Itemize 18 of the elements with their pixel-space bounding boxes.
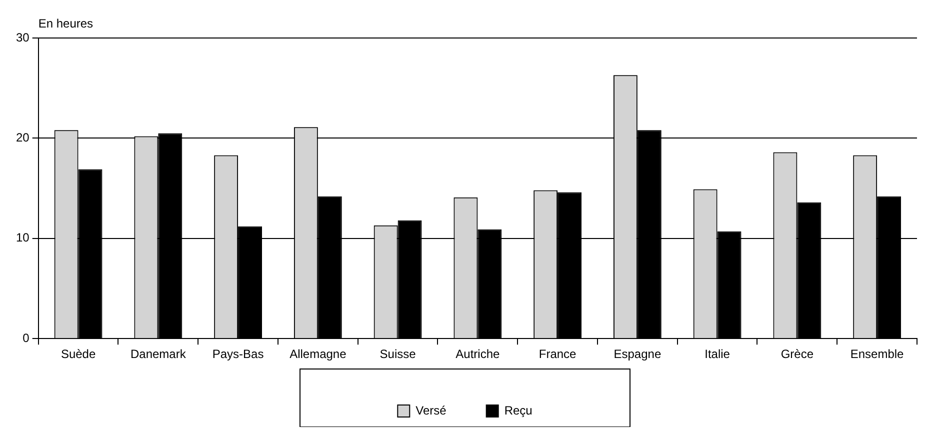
x-tick-label: Danemark bbox=[130, 347, 187, 362]
y-axis-title: En heures bbox=[38, 16, 94, 30]
y-tick-label: 10 bbox=[16, 230, 30, 245]
x-tick-label: Italie bbox=[704, 347, 730, 362]
x-tick-label: Suède bbox=[60, 347, 96, 362]
x-tick-label: France bbox=[538, 347, 577, 362]
legend-label: Versé bbox=[416, 403, 447, 418]
legend-label: Reçu bbox=[504, 403, 532, 418]
x-tick-label: Suisse bbox=[380, 347, 416, 362]
x-tick-label: Espagne bbox=[614, 347, 662, 362]
y-tick-label: 0 bbox=[22, 330, 30, 345]
x-tick-label: Autriche bbox=[456, 347, 500, 362]
y-tick-label: 30 bbox=[16, 30, 30, 44]
x-tick-label: Ensemble bbox=[850, 347, 904, 362]
y-tick-label: 20 bbox=[16, 130, 30, 145]
x-tick-label: Grèce bbox=[780, 347, 814, 362]
x-tick-label: Pays-Bas bbox=[212, 347, 264, 362]
x-tick-label: Allemagne bbox=[290, 347, 347, 362]
